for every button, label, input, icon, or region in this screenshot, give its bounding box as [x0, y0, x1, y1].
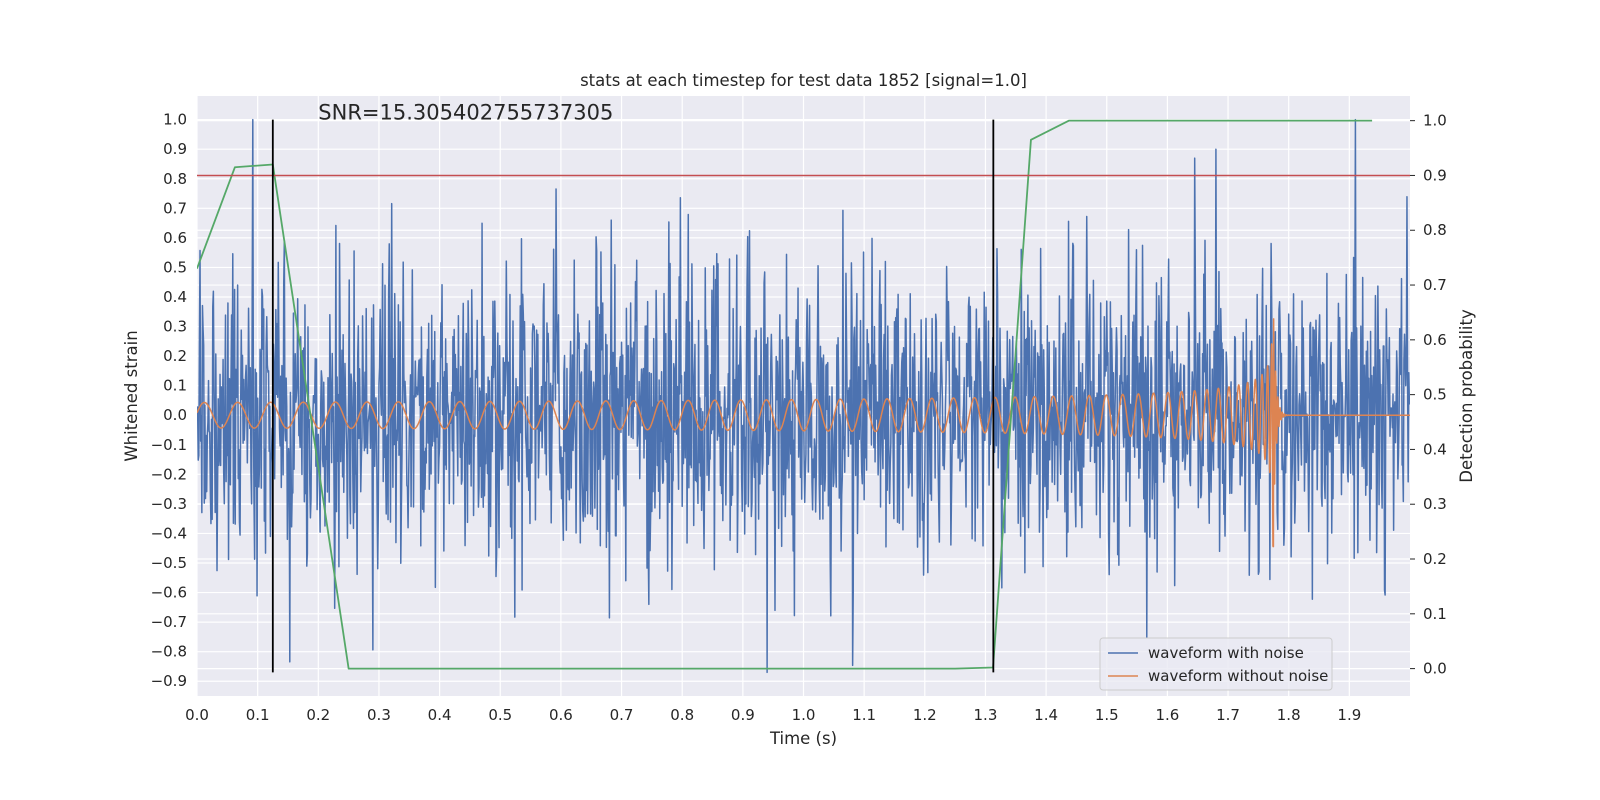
series-waveform-with-noise [197, 118, 1410, 674]
x-tick-label: 1.8 [1277, 706, 1301, 724]
y-tick-label: 0.3 [163, 318, 187, 336]
y2-tick-label: 0.5 [1423, 386, 1447, 404]
y-tick-label: 0.6 [163, 229, 187, 247]
y-tick-label: 0.2 [163, 347, 187, 365]
y2-tick-label: 0.4 [1423, 440, 1447, 458]
y2-tick-label: 0.6 [1423, 331, 1447, 349]
x-tick-label: 1.7 [1216, 706, 1240, 724]
y-tick-label: 0.0 [163, 406, 187, 424]
legend: waveform with noise waveform without noi… [1099, 637, 1333, 691]
x-tick-label: 1.4 [1034, 706, 1058, 724]
y-tick-label: 0.5 [163, 258, 187, 276]
y2-tick-label: 0.2 [1423, 550, 1447, 568]
y-tick-label: −0.7 [151, 613, 187, 631]
x-axis-label: Time (s) [769, 729, 837, 748]
y-tick-label: −0.2 [151, 465, 187, 483]
y-tick-label: −0.5 [151, 554, 187, 572]
x-tick-label: 0.6 [549, 706, 573, 724]
y-tick-label: 0.8 [163, 170, 187, 188]
y-tick-label: −0.6 [151, 584, 187, 602]
gridlines [196, 96, 1410, 696]
legend-frame [1099, 637, 1333, 691]
x-tick-label: 0.8 [670, 706, 694, 724]
series-waveform-without-noise [197, 318, 1410, 548]
x-tick-label: 0.4 [428, 706, 452, 724]
series-layer [197, 118, 1410, 674]
y2-tick-label: 0.1 [1423, 605, 1447, 623]
x-tick-label: 0.5 [488, 706, 512, 724]
x-tick-label: 0.1 [246, 706, 270, 724]
x-tick-label: 0.2 [306, 706, 330, 724]
tick-labels: 0.0 0.1 0.2 0.3 0.4 0.5 0.6 0.7 0.8 0.9 1.0 1.1 1.2 1… [151, 111, 1447, 724]
y2-tick-label: 0.8 [1423, 221, 1447, 239]
y2-tick-label: 0.9 [1423, 166, 1447, 184]
y-tick-label: 0.9 [163, 140, 187, 158]
x-tick-label: 1.3 [974, 706, 998, 724]
y-axis-label: Whitened strain [122, 330, 141, 461]
y-tick-label: 1.0 [163, 111, 187, 129]
overlay-layer [197, 119, 1410, 673]
y-tick-label: −0.1 [151, 436, 187, 454]
x-tick-label: 0.7 [610, 706, 634, 724]
series-detection-probability [197, 119, 1373, 670]
y-tick-label: −0.3 [151, 495, 187, 513]
legend-label-noise: waveform with noise [1148, 644, 1304, 662]
y-tick-label: 0.7 [163, 199, 187, 217]
x-tick-label: 0.9 [731, 706, 755, 724]
x-tick-label: 1.6 [1155, 706, 1179, 724]
y-tick-label: −0.9 [151, 672, 187, 690]
legend-label-clean: waveform without noise [1148, 667, 1328, 685]
y-tick-label: 0.1 [163, 377, 187, 395]
x-tick-label: 1.5 [1095, 706, 1119, 724]
x-tick-label: 1.9 [1337, 706, 1361, 724]
chart-title: stats at each timestep for test data 185… [580, 71, 1027, 90]
x-tick-label: 0.3 [367, 706, 391, 724]
y2-tick-label: 0.7 [1423, 276, 1447, 294]
snr-annotation: SNR=15.305402755737305 [318, 101, 613, 125]
y-tick-label: 0.4 [163, 288, 187, 306]
x-tick-label: 1.2 [913, 706, 937, 724]
x-tick-label: 0.0 [185, 706, 209, 724]
y-tick-label: −0.4 [151, 524, 187, 542]
x-tick-label: 1.1 [852, 706, 876, 724]
y2-axis-label: Detection probability [1457, 309, 1476, 483]
y2-tick-label: 0.0 [1423, 660, 1447, 678]
x-tick-label: 1.0 [792, 706, 816, 724]
y2-tick-label: 1.0 [1423, 112, 1447, 130]
y-tick-label: −0.8 [151, 643, 187, 661]
y2-tick-label: 0.3 [1423, 495, 1447, 513]
